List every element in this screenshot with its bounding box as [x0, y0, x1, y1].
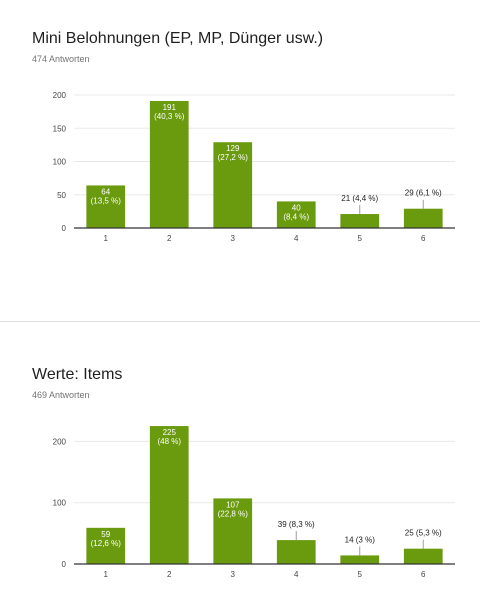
bar: [403, 548, 443, 564]
y-tick-label: 100: [53, 499, 67, 508]
y-tick-label: 50: [57, 191, 66, 200]
x-tick-label: 2: [167, 570, 172, 579]
y-tick-label: 100: [53, 158, 67, 167]
response-count: 469 Antworten: [32, 390, 90, 400]
x-tick-label: 1: [104, 234, 109, 243]
y-tick-label: 150: [53, 124, 67, 133]
data-label: (48 %): [157, 437, 181, 446]
x-tick-label: 5: [358, 234, 363, 243]
data-label: (40,3 %): [154, 112, 185, 121]
bar: [149, 426, 189, 564]
x-tick-label: 4: [294, 234, 299, 243]
question-title: Mini Belohnungen (EP, MP, Dünger usw.): [32, 30, 324, 47]
y-tick-label: 0: [62, 224, 67, 233]
data-label: 59: [101, 530, 110, 539]
question-card-2: Werte: Items 469 Antworten 0 100 200 59 (12,…: [0, 322, 480, 603]
data-label: 107: [226, 500, 240, 509]
data-label: (27,2 %): [218, 153, 249, 162]
bar-chart: 0 100 200 59(12,6 %) 1 225(48 %) 2 107(22,8 %) 3…: [53, 426, 455, 579]
x-tick-label: 6: [421, 570, 426, 579]
x-tick-label: 4: [294, 570, 299, 579]
data-label: 129: [226, 144, 240, 153]
data-label: 225: [163, 428, 177, 437]
x-tick-label: 3: [231, 234, 236, 243]
data-label: 21 (4,4 %): [341, 194, 378, 203]
data-label: 40: [292, 203, 301, 212]
y-tick-label: 0: [62, 560, 67, 569]
data-label: 191: [163, 103, 177, 112]
data-label: 25 (5,3 %): [405, 529, 442, 538]
bar: [213, 142, 253, 228]
bar: [276, 201, 316, 228]
response-count: 474 Antworten: [32, 54, 90, 64]
bar: [340, 555, 380, 564]
bar: [86, 185, 126, 228]
bar: [86, 527, 126, 564]
x-tick-label: 6: [421, 234, 426, 243]
bar: [403, 208, 443, 228]
question-title: Werte: Items: [32, 366, 123, 383]
question-card-1: Mini Belohnungen (EP, MP, Dünger usw.) 4…: [32, 30, 455, 243]
data-label: 64: [101, 187, 110, 196]
bar: [340, 214, 380, 228]
x-tick-label: 5: [358, 570, 363, 579]
data-label: (22,8 %): [218, 509, 249, 518]
data-label: 29 (6,1 %): [405, 189, 442, 198]
bar: [213, 498, 253, 564]
x-tick-label: 3: [231, 570, 236, 579]
x-tick-label: 1: [104, 570, 109, 579]
data-label: (12,6 %): [91, 539, 122, 548]
bar: [276, 540, 316, 564]
bar: [149, 100, 189, 228]
y-tick-label: 200: [53, 91, 67, 100]
y-tick-label: 200: [53, 437, 67, 446]
data-label: (8,4 %): [283, 212, 309, 221]
x-tick-label: 2: [167, 234, 172, 243]
card-divider: [0, 321, 480, 322]
data-label: 39 (8,3 %): [278, 520, 315, 529]
data-label: (13,5 %): [91, 196, 122, 205]
data-label: 14 (3 %): [345, 535, 376, 544]
